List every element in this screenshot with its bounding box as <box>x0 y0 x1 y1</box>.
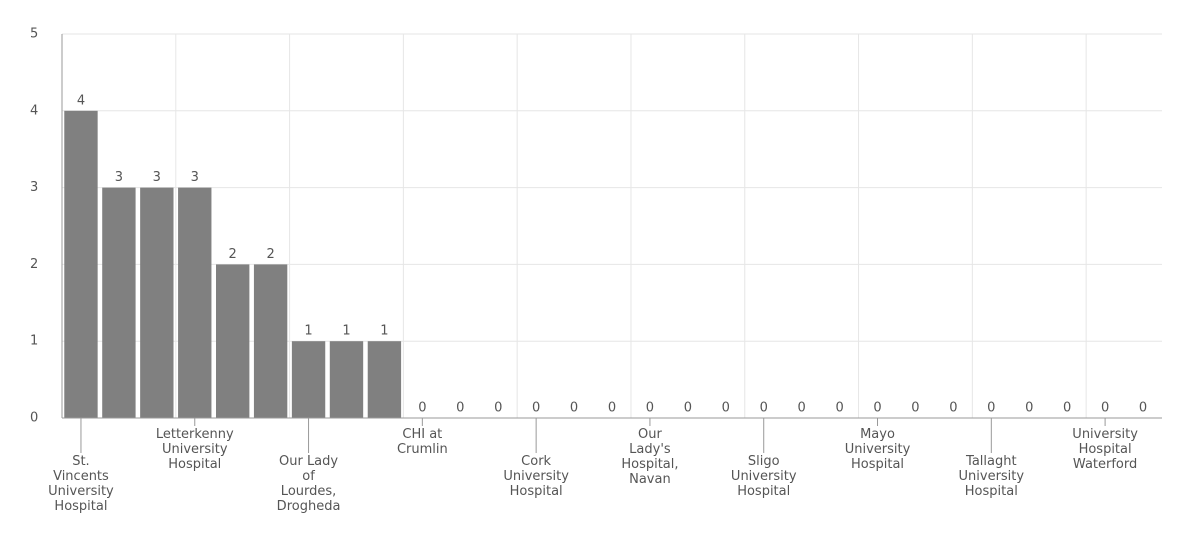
bar <box>367 341 402 418</box>
x-tick-label: Tallaght University Hospital <box>958 454 1025 499</box>
value-label: 3 <box>191 170 199 185</box>
bar <box>102 187 136 418</box>
x-tick-label: Mayo University Hospital <box>844 427 911 472</box>
value-label: 0 <box>570 401 578 416</box>
bar <box>64 110 98 419</box>
value-label: 0 <box>873 401 881 416</box>
x-tick-label: Our Lady's Hospital, Navan <box>621 427 679 487</box>
y-tick-label: 5 <box>30 27 38 42</box>
x-tick-label: Cork University Hospital <box>503 454 569 499</box>
bar <box>178 187 212 418</box>
value-label: 2 <box>266 247 274 262</box>
y-tick-label: 3 <box>30 180 38 195</box>
value-label: 2 <box>229 247 237 262</box>
value-label: 0 <box>532 401 540 416</box>
value-label: 0 <box>646 401 654 416</box>
bar <box>291 341 326 418</box>
value-label: 0 <box>456 401 464 416</box>
y-tick-label: 4 <box>30 103 38 118</box>
value-label: 0 <box>987 401 995 416</box>
y-tick-label: 0 <box>30 411 38 426</box>
value-label: 0 <box>798 401 806 416</box>
x-tick-label: University Hospital Waterford <box>1072 427 1138 472</box>
value-label: 0 <box>949 401 957 416</box>
value-label: 0 <box>835 401 843 416</box>
value-label: 3 <box>115 170 123 185</box>
value-label: 1 <box>380 324 388 339</box>
x-tick-label: CHI at Crumlin <box>396 427 448 457</box>
value-label: 0 <box>1101 401 1109 416</box>
y-tick-label: 2 <box>30 257 38 272</box>
value-label: 0 <box>684 401 692 416</box>
y-tick-label: 1 <box>30 334 38 349</box>
value-label: 1 <box>342 324 350 339</box>
value-label: 4 <box>77 93 85 108</box>
value-label: 0 <box>1063 401 1071 416</box>
x-tick-label: Sligo University Hospital <box>730 454 797 499</box>
bar <box>216 264 250 418</box>
bar <box>253 264 288 418</box>
value-label: 0 <box>1025 401 1033 416</box>
value-label: 0 <box>418 401 426 416</box>
x-tick-label: St. Vincents University Hospital <box>48 454 114 514</box>
value-label: 0 <box>608 401 616 416</box>
value-label: 0 <box>911 401 919 416</box>
value-label: 0 <box>760 401 768 416</box>
x-tick-label: Letterkenny University Hospital <box>155 427 234 472</box>
bar <box>140 187 174 418</box>
value-label: 0 <box>722 401 730 416</box>
bar <box>329 341 364 418</box>
value-label: 3 <box>153 170 161 185</box>
value-label: 0 <box>1139 401 1147 416</box>
value-label: 1 <box>304 324 312 339</box>
value-label: 0 <box>494 401 502 416</box>
x-tick-label: Our Lady of Lourdes, Drogheda <box>276 454 341 514</box>
